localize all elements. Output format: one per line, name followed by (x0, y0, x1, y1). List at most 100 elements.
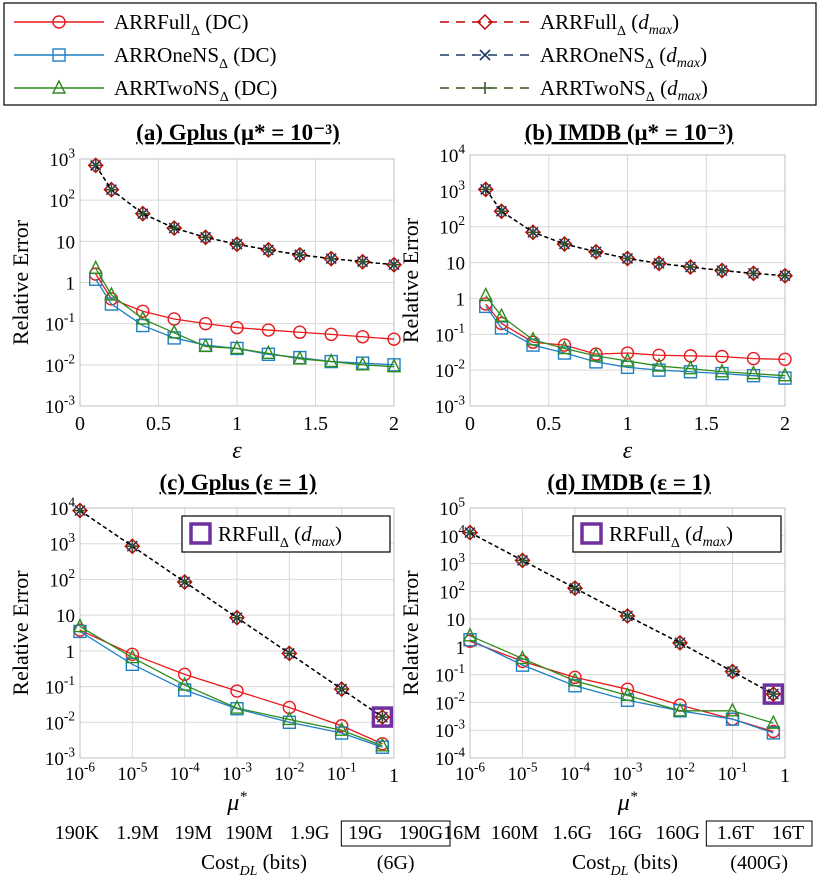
cost-title: CostDL (bits) (201, 850, 307, 879)
data-point (724, 663, 741, 680)
cost-label: 1.9M (116, 822, 159, 844)
data-point (745, 265, 762, 282)
cost-label: 1.6G (553, 822, 592, 844)
x-tick-label: 0.5 (536, 413, 561, 435)
data-point (619, 607, 636, 624)
data-point (715, 366, 729, 381)
y-axis-title: Relative Error (8, 570, 33, 696)
data-point (125, 657, 140, 672)
legend-marker (479, 49, 491, 61)
legend-item: ARRFullΔ (dmax) (440, 10, 679, 39)
legend-label: ARRTwoNSΔ (dmax) (540, 76, 708, 105)
data-point (124, 538, 141, 555)
legend-item: ARRFullΔ (DC) (14, 10, 248, 39)
inset-legend-label: RRFullΔ (dmax) (218, 522, 342, 551)
series-line (485, 295, 786, 377)
legend-label: ARRFullΔ (DC) (114, 10, 248, 39)
data-point (177, 676, 192, 691)
data-point (229, 609, 245, 626)
panel-title: (c) Gplus (ε = 1) (159, 470, 316, 495)
y-tick-label: 10 (56, 606, 75, 627)
data-point (136, 207, 149, 220)
data-point (230, 684, 244, 698)
legend-frame (3, 2, 817, 106)
data-point (388, 258, 400, 271)
x-tick-label: 10-5 (507, 759, 537, 785)
data-point (261, 323, 276, 337)
plot-frame (469, 507, 786, 759)
cost-label: 1.6T (717, 822, 754, 844)
data-point (569, 582, 581, 595)
data-point (89, 159, 102, 172)
series-line (485, 306, 786, 379)
cost-note: (400G) (730, 852, 788, 874)
data-point (715, 349, 729, 364)
x-tick-label: 10-5 (117, 759, 147, 785)
y-tick-label: 10-4 (435, 744, 465, 770)
data-point (197, 229, 214, 246)
series-line (95, 278, 395, 366)
y-tick-label: 103 (49, 530, 75, 556)
y-tick-label: 103 (439, 550, 465, 576)
data-point (725, 702, 740, 717)
data-point (588, 347, 604, 362)
legend-marker (477, 14, 493, 30)
data-point (778, 352, 792, 367)
data-point (588, 243, 604, 260)
data-point (74, 504, 86, 517)
x-tick-label: 0 (465, 413, 475, 435)
legend-item: ARROneNSΔ (dmax) (440, 43, 707, 72)
y-tick-label: 10-3 (45, 392, 75, 418)
y-tick-label: 10-1 (435, 661, 465, 687)
x-tick-label: 10-3 (612, 759, 642, 785)
data-point (621, 252, 634, 265)
data-point (72, 617, 88, 633)
x-tick-label: 10-6 (455, 759, 485, 785)
cost-label: 160M (491, 822, 539, 844)
data-point (386, 256, 402, 273)
data-point (260, 241, 277, 258)
y-tick-label: 1 (66, 274, 76, 295)
data-point (494, 307, 509, 322)
panel-title: (a) Gplus (μ* = 10⁻³) (136, 120, 340, 145)
data-point (354, 253, 371, 270)
data-point (527, 226, 539, 239)
data-point (653, 257, 665, 270)
plot-frame (79, 507, 395, 759)
data-point (651, 255, 667, 272)
inset-legend-marker (580, 522, 603, 545)
y-tick-label: 10 (446, 610, 465, 631)
cost-label: 160G (655, 822, 699, 844)
data-point (778, 371, 792, 385)
cost-label: 16T (772, 822, 804, 844)
data-point (494, 321, 509, 335)
y-tick-label: 102 (49, 187, 75, 213)
data-point (746, 365, 761, 380)
data-point (177, 667, 192, 682)
data-point (334, 721, 349, 736)
data-point (178, 575, 191, 588)
data-point (104, 297, 119, 311)
inset-legend: RRFullΔ (dmax) (572, 515, 782, 553)
data-point (683, 349, 698, 363)
legend-item: ARRTwoNSΔ (DC) (14, 76, 277, 105)
data-point (335, 683, 348, 696)
cost-note: (6G) (377, 852, 415, 874)
y-tick-label: 10 (56, 232, 75, 253)
legend-label: ARROneNSΔ (dmax) (540, 43, 707, 72)
data-point (261, 344, 276, 360)
data-point (478, 287, 493, 302)
x-tick-label: 10-4 (170, 759, 200, 785)
data-point (87, 157, 104, 174)
cost-box (340, 820, 451, 847)
x-tick-label: 1 (623, 413, 633, 435)
cost-label: 19M (174, 822, 212, 844)
y-tick-label: 10-3 (435, 392, 465, 418)
x-axis-title: ε (623, 438, 633, 464)
data-point (464, 526, 476, 539)
x-tick-label: 10-1 (327, 759, 357, 785)
data-point (325, 252, 338, 265)
data-point (386, 358, 402, 373)
y-tick-label: 10-2 (45, 709, 75, 735)
